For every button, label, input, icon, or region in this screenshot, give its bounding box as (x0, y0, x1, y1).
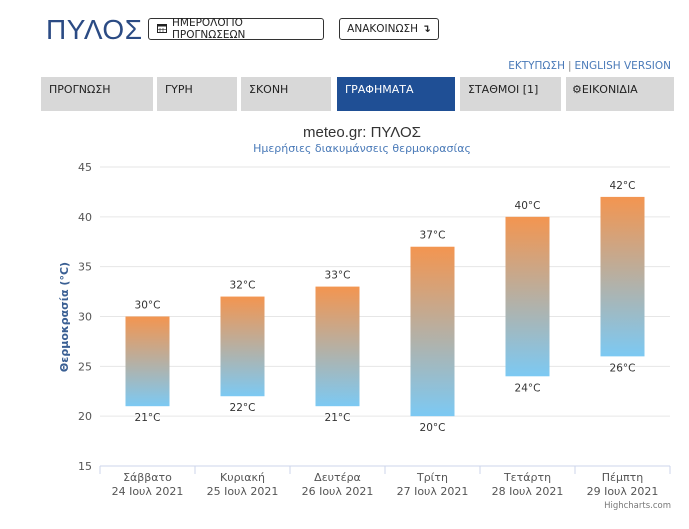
temperature-range-bar[interactable] (505, 216, 550, 377)
temperature-range-bar[interactable] (315, 286, 360, 407)
y-tick-label: 45 (78, 161, 92, 174)
temperature-range-bar[interactable] (410, 246, 455, 417)
x-day-label: Τετάρτη (503, 471, 551, 484)
link-separator: | (567, 60, 572, 72)
forecast-calendar-label: ΗΜΕΡΟΛΟΓΙΟ ΠΡΟΓΝΩΣΕΩΝ (172, 17, 246, 41)
english-version-link[interactable]: ENGLISH VERSION (574, 60, 671, 72)
high-temp-label: 32°C (230, 280, 256, 292)
high-temp-label: 40°C (515, 200, 541, 212)
announcement-button[interactable]: ΑΝΑΚΟΙΝΩΣΗ ↴ (339, 18, 439, 40)
tab-stations[interactable]: ΣΤΑΘΜΟΙ [1] (460, 77, 561, 111)
x-date-label: 27 Ιουλ 2021 (397, 485, 469, 498)
arrow-down-icon: ↴ (422, 23, 431, 35)
chart-subtitle: Ημερήσιες διακυμάνσεις θερμοκρασίας (253, 142, 471, 155)
x-day-label: Δευτέρα (314, 471, 361, 484)
x-date-label: 25 Ιουλ 2021 (207, 485, 279, 498)
high-temp-label: 30°C (135, 300, 161, 312)
high-temp-label: 42°C (610, 180, 636, 192)
low-temp-label: 21°C (135, 412, 161, 424)
high-temp-label: 33°C (325, 270, 351, 282)
y-tick-label: 20 (78, 410, 92, 423)
city-title: ΠΥΛΟΣ (46, 14, 143, 45)
y-tick-label: 35 (78, 261, 92, 274)
x-day-label: Πέμπτη (602, 471, 643, 484)
tab-charts[interactable]: ΓΡΑΦΗΜΑΤΑ (337, 77, 455, 111)
low-temp-label: 20°C (420, 422, 446, 434)
tab-pollen[interactable]: ΓΥΡΗ (157, 77, 237, 111)
y-tick-label: 40 (78, 211, 92, 224)
chart-credits[interactable]: Highcharts.com (604, 501, 671, 511)
tab-widgets-label: ΕΙΚΟΝΙΔΙΑ (581, 83, 638, 96)
x-day-label: Σάββατο (123, 471, 172, 484)
calendar-icon (157, 23, 167, 36)
low-temp-label: 21°C (325, 412, 351, 424)
header-links: ΕΚΤΥΠΩΣΗ | ENGLISH VERSION (508, 60, 671, 72)
print-link[interactable]: ΕΚΤΥΠΩΣΗ (508, 60, 565, 72)
y-tick-label: 15 (78, 460, 92, 473)
tab-dust[interactable]: ΣΚΟΝΗ (241, 77, 331, 111)
high-temp-label: 37°C (420, 230, 446, 242)
low-temp-label: 26°C (610, 362, 636, 374)
y-tick-label: 30 (78, 311, 92, 324)
gear-icon: ⚙ (572, 83, 582, 96)
y-axis-title: Θερμοκρασία (°C) (58, 262, 71, 372)
low-temp-label: 24°C (515, 382, 541, 394)
low-temp-label: 22°C (230, 402, 256, 414)
tab-widgets[interactable]: ⚙ΕΙΚΟΝΙΔΙΑ (566, 77, 674, 111)
x-day-label: Κυριακή (220, 471, 265, 484)
chart-title: meteo.gr: ΠΥΛΟΣ (303, 124, 421, 141)
forecast-calendar-button[interactable]: ΗΜΕΡΟΛΟΓΙΟ ΠΡΟΓΝΩΣΕΩΝ (148, 17, 324, 41)
temperature-range-bar[interactable] (220, 296, 265, 397)
x-date-label: 28 Ιουλ 2021 (492, 485, 564, 498)
x-date-label: 29 Ιουλ 2021 (587, 485, 659, 498)
tab-forecast[interactable]: ΠΡΟΓΝΩΣΗ (41, 77, 153, 111)
x-day-label: Τρίτη (416, 471, 448, 484)
x-date-label: 26 Ιουλ 2021 (302, 485, 374, 498)
announcement-label: ΑΝΑΚΟΙΝΩΣΗ (347, 23, 419, 35)
temperature-range-bar[interactable] (125, 316, 170, 407)
temperature-range-bar[interactable] (600, 196, 645, 357)
y-tick-label: 25 (78, 360, 92, 373)
x-date-label: 24 Ιουλ 2021 (112, 485, 184, 498)
